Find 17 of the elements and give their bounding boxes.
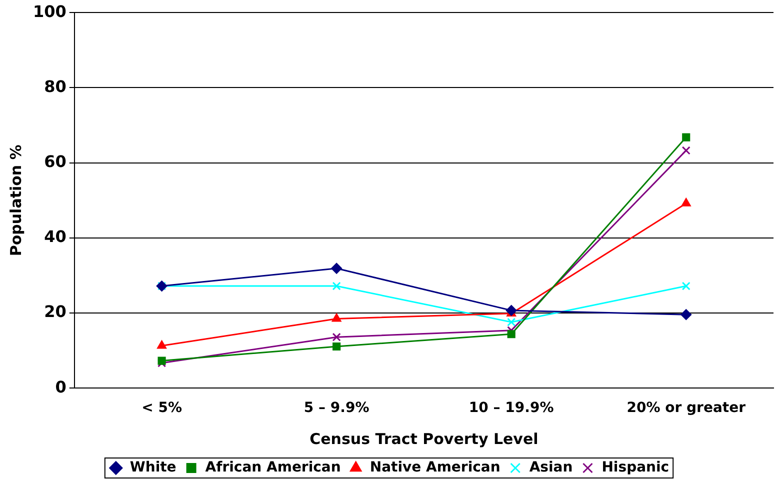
legend-label: Asian: [529, 460, 573, 476]
y-tick-label: 40: [44, 227, 66, 246]
legend-label: Hispanic: [602, 460, 670, 476]
y-tick-label: 100: [32, 2, 66, 21]
x-tick-label: < 5%: [142, 400, 182, 416]
legend-label: African American: [205, 460, 341, 476]
legend-label: White: [130, 460, 176, 476]
y-tick-label: 0: [55, 377, 66, 396]
y-tick-label: 60: [44, 152, 66, 171]
y-tick-label: 20: [44, 302, 66, 322]
x-tick-label: 20% or greater: [626, 400, 746, 416]
y-tick-label: 80: [44, 76, 66, 96]
x-tick-label: 10 – 19.9%: [468, 400, 554, 416]
x-tick-label: 5 – 9.9%: [304, 400, 370, 416]
y-axis-title: Population %: [6, 144, 25, 256]
legend-label: Native American: [370, 460, 500, 476]
x-axis-title: Census Tract Poverty Level: [310, 430, 538, 448]
